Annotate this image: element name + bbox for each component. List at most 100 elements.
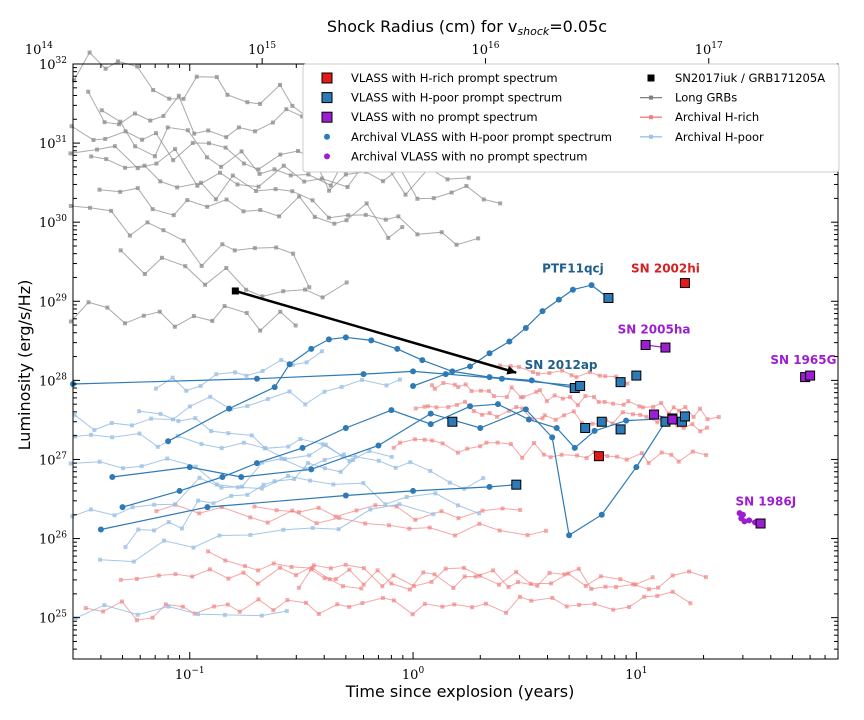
long-grb-track-point — [270, 120, 275, 125]
archival-vlass-h-poor-point — [522, 406, 529, 413]
archival-h-rich-track-point — [429, 383, 434, 388]
long-grb-track-point — [281, 163, 286, 168]
legend-label: SN2017iuk / GRB171205A — [675, 71, 825, 85]
long-grb-track-point — [154, 131, 159, 136]
archival-h-rich-track-point — [469, 389, 474, 394]
archival-vlass-h-poor-line — [167, 336, 575, 442]
archival-vlass-h-poor-point — [427, 421, 434, 428]
archival-h-poor-track-point — [209, 429, 214, 434]
archival-h-rich-track-point — [359, 586, 364, 591]
legend-marker — [321, 72, 333, 84]
archival-vlass-h-poor-point — [477, 424, 484, 431]
long-grb-track-point — [199, 263, 204, 268]
archival-h-poor-track-point — [155, 444, 160, 449]
archival-h-poor-track-point — [259, 613, 264, 618]
archival-h-rich-track-point — [584, 456, 589, 461]
archival-h-poor-track-point — [383, 502, 388, 507]
long-grb-track-point — [133, 144, 138, 149]
legend-label: Long GRBs — [675, 91, 737, 105]
archival-h-poor-track-point — [351, 457, 356, 462]
archival-h-poor-track-point — [240, 484, 245, 489]
long-grb-track-point — [224, 135, 229, 140]
long-grb-track-point — [277, 214, 282, 219]
archival-h-rich-track-point — [380, 595, 385, 600]
long-grb-track-point — [346, 213, 351, 218]
archival-h-rich-track-point — [651, 404, 656, 409]
legend-marker — [324, 133, 330, 140]
archival-h-rich-track-point — [361, 582, 366, 587]
archival-h-rich-track-point — [589, 586, 594, 591]
archival-h-rich-track-point — [432, 386, 437, 391]
archival-h-rich-track-point — [508, 442, 513, 447]
archival-vlass-h-poor-point — [219, 474, 226, 481]
long-grb-track-point — [278, 152, 283, 157]
long-grb-track-point — [380, 179, 385, 184]
archival-h-rich-track-point — [681, 425, 686, 430]
archival-h-rich-track-point — [241, 570, 246, 575]
archival-h-poor-track-point — [404, 494, 409, 499]
archival-h-rich-track-point — [705, 425, 710, 430]
archival-h-rich-track-point — [500, 506, 505, 511]
archival-vlass-h-poor-point — [467, 363, 474, 370]
long-grb-track-point — [306, 172, 311, 177]
archival-h-poor-track-point — [298, 437, 303, 442]
long-grb-track-point — [206, 141, 211, 146]
archival-h-rich-track-point — [637, 404, 642, 409]
archival-h-rich-track — [83, 589, 693, 623]
long-grb-track-point — [95, 147, 100, 152]
long-grb-track-point — [104, 157, 109, 162]
archival-h-poor-track-point — [339, 384, 344, 389]
archival-h-rich-track-point — [463, 382, 468, 387]
y-tick-label: 1032 — [39, 56, 67, 73]
archival-h-rich-track-point — [197, 511, 202, 516]
archival-h-rich-track-point — [656, 585, 661, 590]
archival-h-poor-track-point — [322, 389, 327, 394]
archival-h-rich-track-point — [583, 393, 588, 398]
archival-h-rich-track-point — [256, 568, 261, 573]
long-grb-track-point — [68, 319, 73, 324]
archival-h-rich-track-point — [333, 577, 338, 582]
long-grb-track-point — [112, 144, 117, 149]
archival-h-poor-track-point — [308, 478, 313, 483]
archival-h-poor-track-point — [368, 507, 373, 512]
long-grb-track-point — [245, 100, 250, 105]
archival-h-rich-track-point — [465, 446, 470, 451]
legend-item: VLASS with H-rich prompt spectrum — [321, 71, 558, 85]
archival-h-rich-track-point — [506, 408, 511, 413]
archival-h-poor-track-point — [331, 482, 336, 487]
archival-h-poor-track-point — [304, 360, 309, 365]
archival-h-rich-track-point — [716, 414, 721, 419]
y-tick-label: 1028 — [39, 372, 67, 389]
archival-h-rich-track-point — [597, 373, 602, 378]
annotation-label: SN 1965G — [770, 353, 836, 367]
archival-h-poor-track-point — [431, 512, 436, 517]
long-grb-track-point — [141, 313, 146, 318]
archival-h-rich-track-point — [525, 533, 530, 538]
legend-label: Archival H-poor — [675, 130, 764, 144]
archival-h-rich-track-point — [347, 567, 352, 572]
vlass-h-poor-marker — [511, 479, 522, 490]
long-grb-track-point — [194, 74, 199, 79]
archival-h-rich-track-point — [391, 445, 396, 450]
archival-h-poor-track-point — [211, 501, 216, 506]
archival-h-rich-track-point — [518, 395, 523, 400]
long-grb-track-point — [431, 196, 436, 201]
archival-h-poor-track-point — [245, 404, 250, 409]
archival-vlass-h-poor-point — [410, 382, 417, 389]
archival-vlass-h-poor-point — [598, 511, 605, 518]
archival-h-rich-track-point — [560, 368, 565, 373]
archival-h-rich-track-point — [541, 452, 546, 457]
archival-vlass-h-poor-point — [528, 377, 535, 384]
vlass-no-spectrum-marker — [640, 340, 651, 351]
long-grb-track-point — [253, 188, 258, 193]
long-grb-track-point — [109, 208, 114, 213]
archival-h-rich-track-point — [391, 573, 396, 578]
long-grb-track-point — [235, 182, 240, 187]
long-grb-track-point — [191, 314, 196, 319]
archival-h-poor-track-point — [184, 388, 189, 393]
archival-vlass-h-poor-point — [410, 368, 417, 375]
archival-h-poor-track-point — [198, 383, 203, 388]
archival-h-poor-track-point — [342, 452, 347, 457]
archival-h-rich-track-point — [633, 582, 638, 587]
archival-h-rich-track-point — [150, 615, 155, 620]
